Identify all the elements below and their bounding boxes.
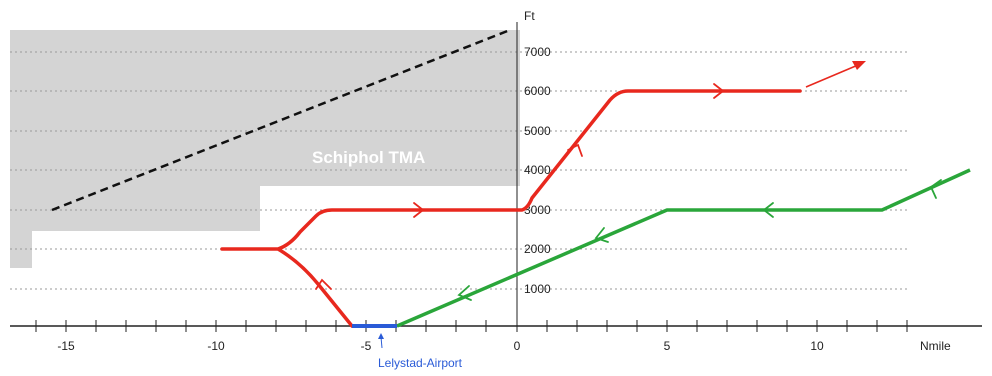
departure-chevron-2 <box>413 202 425 218</box>
y-tick-label-2000: 2000 <box>524 242 551 256</box>
y-axis-unit: Ft <box>524 9 535 23</box>
y-tick-label-6000: 6000 <box>524 84 551 98</box>
y-tick-label-3000: 3000 <box>524 203 551 217</box>
arrival-chevron-3 <box>594 227 609 243</box>
x-tick-label-5: 5 <box>664 339 671 353</box>
airport-pointer-arrow <box>378 333 384 349</box>
departure-chevron-4 <box>713 83 725 99</box>
airport-label: Lelystad-Airport <box>378 356 463 370</box>
x-tick-label-minus5: -5 <box>361 339 372 353</box>
x-tick-label-10: 10 <box>810 339 824 353</box>
departure-direction-chevrons <box>315 83 725 290</box>
departure-chevron-3 <box>567 143 583 157</box>
y-tick-label-7000: 7000 <box>524 45 551 59</box>
arrival-chevron-4 <box>457 285 472 301</box>
departure-route-line <box>220 89 802 328</box>
x-tick-label-0: 0 <box>514 339 521 353</box>
x-tick-label-minus15: -15 <box>57 339 75 353</box>
arrival-direction-chevrons <box>457 179 942 301</box>
arrival-chevron-2 <box>762 202 774 218</box>
departure-exit-arrow <box>805 61 866 88</box>
x-tick-labels: -15 -10 -5 0 5 10 <box>57 339 824 353</box>
x-axis-unit: Nmile <box>920 339 951 353</box>
tma-label: Schiphol TMA <box>312 148 425 167</box>
schiphol-tma-area <box>10 30 520 268</box>
y-tick-label-5000: 5000 <box>524 124 551 138</box>
departure-chevron-1 <box>315 278 332 290</box>
x-tick-label-minus10: -10 <box>207 339 225 353</box>
y-tick-label-1000: 1000 <box>524 282 551 296</box>
y-tick-labels: 7000 6000 5000 4000 3000 2000 1000 <box>524 45 551 296</box>
y-tick-label-4000: 4000 <box>524 163 551 177</box>
tma-boundary-dashed-line <box>51 28 511 212</box>
arrival-chevron-1 <box>929 179 942 199</box>
arrival-route-line <box>396 168 971 328</box>
